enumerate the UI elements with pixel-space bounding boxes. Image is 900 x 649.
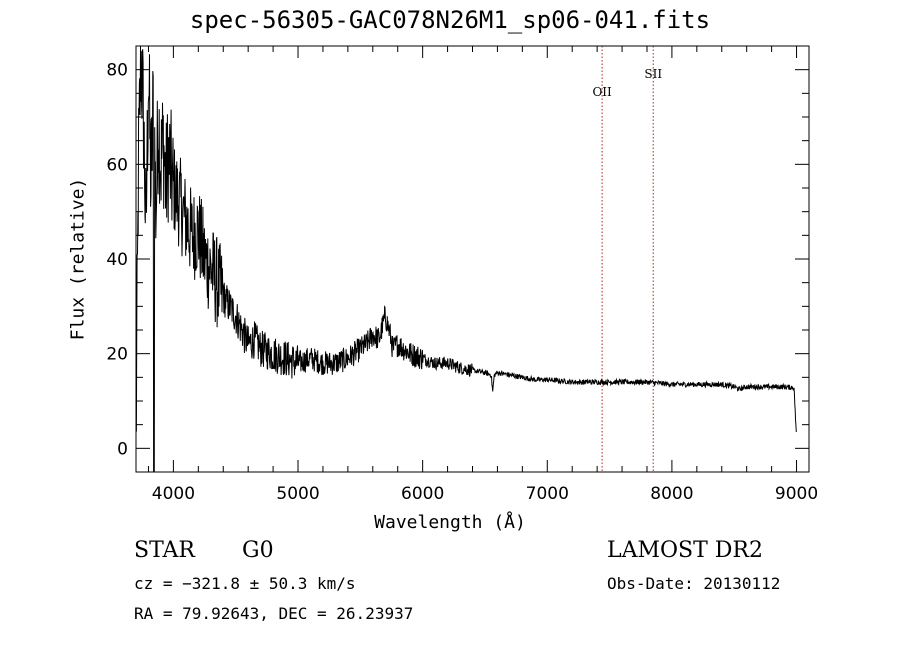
- y-tick-label: 20: [106, 345, 128, 365]
- y-tick-label: 0: [117, 439, 128, 459]
- axis-ticks: [136, 45, 809, 473]
- reference-label-oii: OII: [592, 85, 612, 99]
- spectrum-line: [135, 45, 797, 473]
- x-axis-label: Wavelength (Å): [374, 512, 526, 533]
- tick-labels: 4000 5000 6000 7000 8000 9000 0 20 40 60 80: [106, 61, 818, 504]
- coordinates: RA = 79.92643, DEC = 26.23937: [134, 604, 414, 623]
- object-class: STAR: [134, 538, 195, 563]
- reference-label-sii: SII: [644, 67, 662, 81]
- chart-title: spec-56305-GAC078N26M1_sp06-041.fits: [189, 6, 711, 34]
- y-tick-label: 80: [106, 61, 128, 81]
- plot-frame: [135, 45, 810, 473]
- survey-name: LAMOST DR2: [607, 538, 763, 563]
- x-tick-label: 4000: [152, 484, 195, 504]
- observation-date: Obs-Date: 20130112: [607, 574, 781, 593]
- reference-labels: OII SII: [592, 67, 662, 99]
- y-tick-label: 60: [106, 155, 128, 175]
- x-tick-label: 8000: [650, 484, 693, 504]
- x-tick-label: 7000: [526, 484, 569, 504]
- reference-lines: [601, 46, 654, 472]
- x-tick-label: 6000: [401, 484, 444, 504]
- y-tick-label: 40: [106, 250, 128, 270]
- x-tick-label: 9000: [775, 484, 818, 504]
- redshift-cz: cz = −321.8 ± 50.3 km/s: [134, 574, 356, 593]
- y-axis-label: Flux (relative): [67, 177, 89, 341]
- x-tick-label: 5000: [276, 484, 319, 504]
- object-subclass: G0: [242, 538, 274, 563]
